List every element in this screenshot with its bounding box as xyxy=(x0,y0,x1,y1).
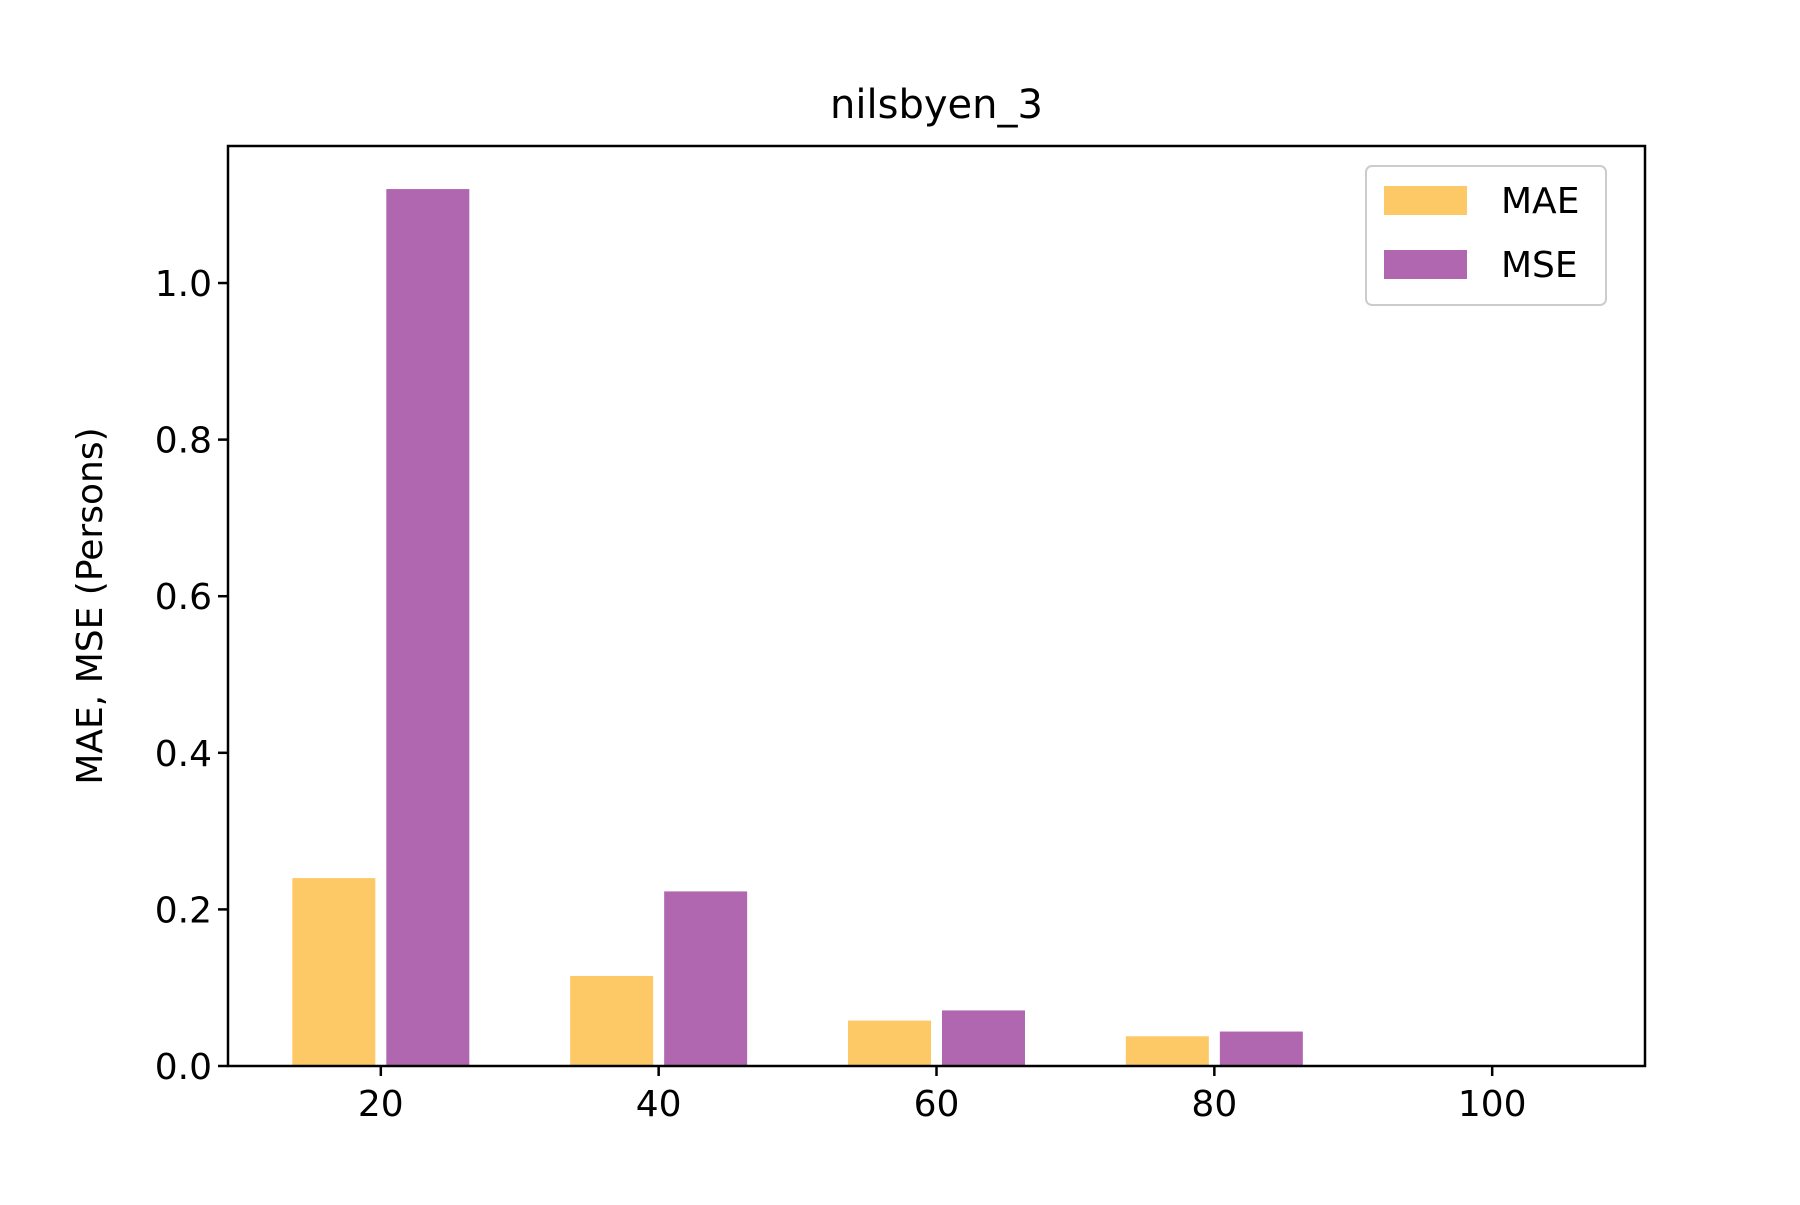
y-axis-label: MAE, MSE (Persons) xyxy=(70,427,111,784)
bars xyxy=(292,189,1303,1066)
bar-mse-20 xyxy=(386,189,470,1066)
legend: MAE MSE xyxy=(1365,165,1607,306)
bar-mae-40 xyxy=(570,975,654,1066)
y-tick-label: 0.8 xyxy=(155,421,212,462)
y-axis-ticks: 0.0 0.2 0.4 0.6 0.8 1.0 xyxy=(155,264,228,1088)
y-tick-label: 0.2 xyxy=(155,890,212,931)
y-tick-label: 0.4 xyxy=(155,734,212,775)
x-tick-label: 40 xyxy=(636,1084,682,1125)
x-tick-label: 60 xyxy=(914,1084,960,1125)
bar-mae-20 xyxy=(292,878,376,1066)
x-tick-label: 80 xyxy=(1191,1084,1237,1125)
chart-title: nilsbyen_3 xyxy=(830,82,1043,128)
bar-mse-80 xyxy=(1219,1031,1303,1066)
bar-mse-60 xyxy=(942,1010,1025,1066)
y-tick-label: 1.0 xyxy=(155,264,212,305)
x-axis-ticks: 20 40 60 80 100 xyxy=(358,1066,1527,1125)
legend-label-mse: MSE xyxy=(1501,245,1578,286)
y-tick-label: 0.0 xyxy=(155,1047,212,1088)
legend-label-mae: MAE xyxy=(1501,181,1579,222)
x-tick-label: 100 xyxy=(1458,1084,1527,1125)
legend-swatch-mse xyxy=(1384,250,1467,279)
legend-swatch-mae xyxy=(1384,186,1467,215)
x-tick-label: 20 xyxy=(358,1084,404,1125)
plot-area-frame xyxy=(226,144,1647,1068)
bar-mae-80 xyxy=(1125,1036,1209,1066)
y-tick-label: 0.6 xyxy=(155,577,212,618)
bar-mae-60 xyxy=(848,1020,931,1066)
bar-mse-40 xyxy=(664,891,748,1066)
